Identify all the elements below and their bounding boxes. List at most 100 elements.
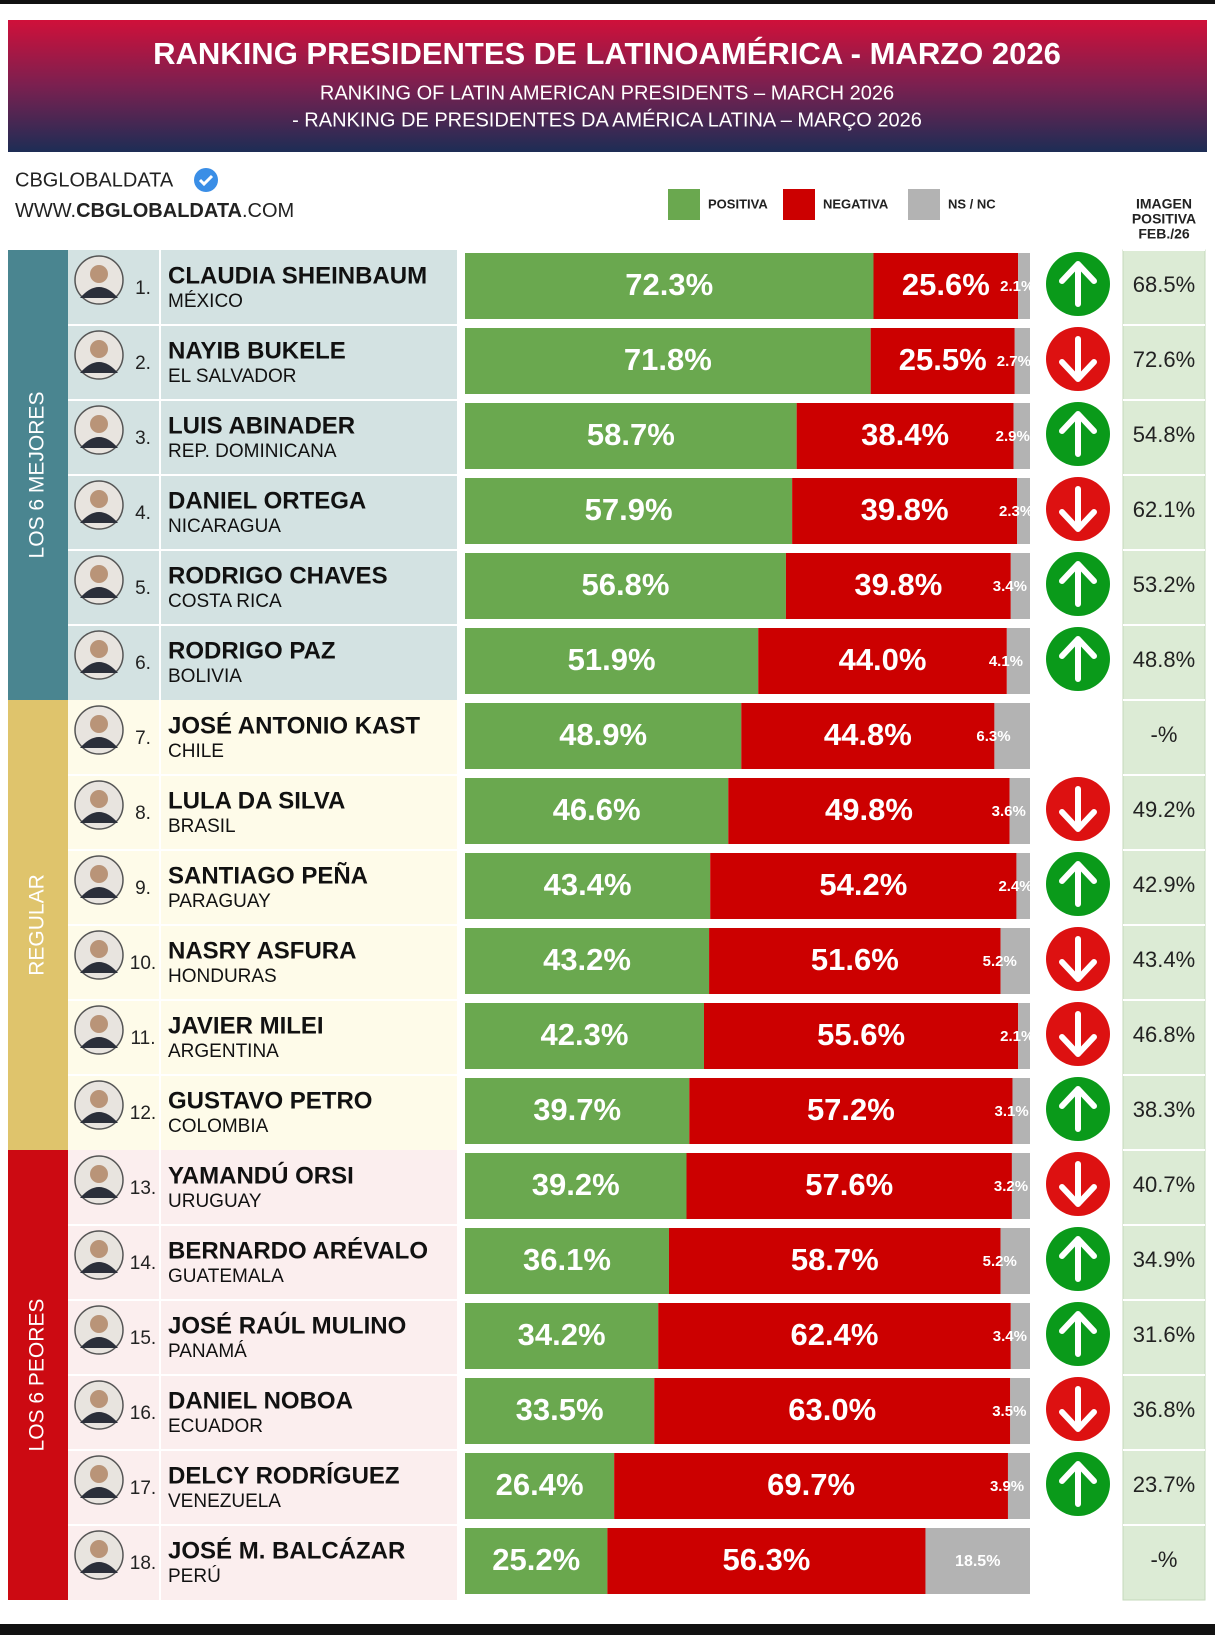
previous-value: 68.5%	[1133, 272, 1195, 297]
column-header: FEB./26	[1138, 226, 1190, 242]
name: DANIEL NOBOA	[168, 1387, 353, 1414]
bar-segment	[1000, 928, 1030, 994]
bar-segment	[654, 1378, 1011, 1444]
photo-body	[80, 812, 118, 823]
header-band	[8, 20, 1207, 152]
bar-segment	[465, 478, 793, 544]
bar-segment	[607, 1528, 926, 1594]
value-label: 25.6%	[902, 267, 990, 302]
bar-segment	[1007, 1453, 1030, 1519]
rank: 4.	[135, 503, 151, 524]
bar-segment	[994, 703, 1030, 769]
trend-arrow	[1046, 1452, 1110, 1516]
previous-value: 62.1%	[1133, 497, 1195, 522]
trend-arrow	[1046, 1377, 1110, 1441]
photo-body	[80, 512, 118, 523]
name: JOSÉ ANTONIO KAST	[168, 711, 420, 739]
value-label: 57.2%	[807, 1092, 895, 1127]
country: URUGUAY	[168, 1191, 262, 1212]
trend-arrow	[1046, 927, 1110, 991]
bar-segment	[1010, 1303, 1030, 1369]
website-part: .COM	[242, 200, 294, 222]
previous-value: 48.8%	[1133, 647, 1195, 672]
value-label: 49.8%	[825, 792, 913, 827]
bar-segment	[465, 1003, 704, 1069]
bar-segment	[1010, 553, 1030, 619]
bar-segment	[658, 1303, 1011, 1369]
photo-head	[90, 415, 108, 433]
photo-head	[90, 1015, 108, 1033]
value-label: 3.6%	[992, 803, 1026, 820]
bar-segment	[465, 1453, 615, 1519]
bar-segment	[465, 1303, 659, 1369]
value-label: 46.6%	[553, 792, 641, 827]
photo	[74, 1455, 124, 1505]
subtitle: RANKING OF LATIN AMERICAN PRESIDENTS – M…	[320, 82, 894, 104]
photo-head	[90, 1315, 108, 1333]
value-label: 36.1%	[523, 1242, 611, 1277]
country: BRASIL	[168, 816, 236, 837]
value-label: 25.2%	[492, 1542, 580, 1577]
country: HONDURAS	[168, 966, 277, 987]
country: EL SALVADOR	[168, 366, 296, 387]
value-label: 2.1%	[1000, 1028, 1034, 1045]
bar-segment	[465, 1078, 690, 1144]
legend-swatch	[668, 189, 700, 220]
rank: 3.	[135, 428, 151, 449]
previous-value: -%	[1151, 722, 1178, 747]
bar-segment	[465, 703, 742, 769]
photo-head	[90, 1465, 108, 1483]
name: LULA DA SILVA	[168, 787, 345, 814]
website-part: WWW.	[15, 200, 76, 222]
website: WWW.CBGLOBALDATA.COM	[15, 200, 294, 222]
bar-segment	[465, 1528, 608, 1594]
brand: CBGLOBALDATA	[15, 169, 174, 191]
legend-label: POSITIVA	[708, 196, 768, 211]
value-label: 51.6%	[811, 942, 899, 977]
photo-head	[90, 490, 108, 508]
bar-segment	[870, 328, 1015, 394]
previous-value: 42.9%	[1133, 872, 1195, 897]
name: CLAUDIA SHEINBAUM	[168, 262, 427, 289]
country: ARGENTINA	[168, 1041, 279, 1062]
value-label: 5.2%	[983, 953, 1017, 970]
bar-segment	[1012, 1078, 1030, 1144]
photo-body	[80, 1037, 118, 1048]
previous-value: 23.7%	[1133, 1472, 1195, 1497]
bar-segment	[710, 853, 1017, 919]
rank: 9.	[135, 878, 151, 899]
rank: 1.	[135, 278, 151, 299]
bar-segment	[1013, 403, 1030, 469]
previous-value: 72.6%	[1133, 347, 1195, 372]
group-label: LOS 6 PEORES	[26, 1299, 49, 1452]
value-label: 55.6%	[817, 1017, 905, 1052]
photo-head	[90, 1390, 108, 1408]
photo-body	[80, 587, 118, 598]
column-header: POSITIVA	[1132, 211, 1196, 227]
trend-arrow	[1046, 1227, 1110, 1291]
photo-body	[80, 962, 118, 973]
bar-segment	[758, 628, 1007, 694]
rank: 2.	[135, 353, 151, 374]
trend-arrow	[1046, 402, 1110, 466]
value-label: 2.3%	[999, 503, 1033, 520]
country: COSTA RICA	[168, 591, 282, 612]
photo-body	[80, 1487, 118, 1498]
country: PARAGUAY	[168, 891, 271, 912]
value-label: 25.5%	[899, 342, 987, 377]
bar-segment	[785, 553, 1011, 619]
value-label: 3.2%	[994, 1178, 1028, 1195]
group-band	[8, 250, 68, 700]
trend-glyph	[1059, 336, 1097, 382]
photo	[74, 1155, 124, 1205]
value-label: 33.5%	[516, 1392, 604, 1427]
country: ECUADOR	[168, 1416, 263, 1437]
trend-glyph	[1059, 1461, 1097, 1507]
photo-body	[80, 362, 118, 373]
value-label: 38.4%	[861, 417, 949, 452]
trend-glyph	[1059, 1086, 1097, 1132]
trend-glyph	[1059, 1161, 1097, 1207]
photo	[74, 1530, 124, 1580]
photo-head	[90, 940, 108, 958]
